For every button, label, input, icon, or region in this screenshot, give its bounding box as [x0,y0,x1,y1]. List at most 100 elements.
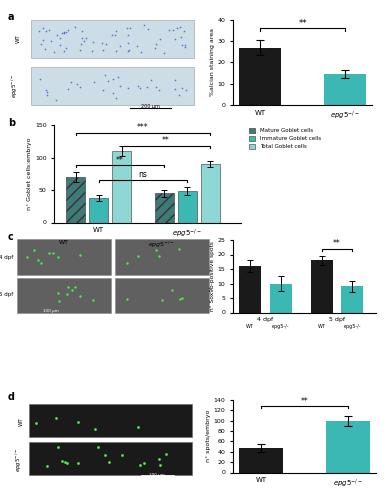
Text: **: ** [298,19,307,28]
Bar [239,48,281,105]
Point [79,27,85,35]
Point [69,286,75,294]
Point [99,39,105,47]
Text: 4 dpf: 4 dpf [0,255,14,260]
Point [182,40,188,48]
Y-axis label: n° Goblet cells:embryo: n° Goblet cells:embryo [27,138,32,210]
Point [137,84,143,92]
Point [109,88,116,96]
Bar [270,284,292,312]
Point [156,86,162,94]
Point [55,254,61,262]
Point [46,249,52,257]
Point [163,450,169,458]
Point [43,86,49,94]
Bar [66,177,85,222]
Text: 200 μm: 200 μm [140,104,159,109]
Point [112,31,118,39]
Point [169,286,175,294]
Y-axis label: %alcian staining area: %alcian staining area [210,28,215,96]
Bar [239,266,261,312]
Text: $epg5^{-/-}$: $epg5^{-/-}$ [147,240,175,250]
Point [152,82,159,90]
Text: 5 dpf: 5 dpf [0,292,14,298]
Point [166,26,172,34]
Point [181,27,187,35]
Point [54,31,60,39]
Text: $epg5^{-/-}$: $epg5^{-/-}$ [10,74,20,98]
Bar [324,74,366,105]
Point [153,246,159,254]
Bar [341,286,364,312]
Point [116,42,123,50]
Point [141,21,147,29]
Point [113,47,120,55]
Point [44,88,50,96]
Text: 200 μm: 200 μm [149,472,165,476]
Point [174,24,180,32]
FancyBboxPatch shape [116,240,209,275]
Text: WT: WT [19,418,24,426]
Point [102,70,108,78]
Point [135,252,142,260]
Point [44,90,50,98]
Text: $epg5^{-/-}$: $epg5^{-/-}$ [14,448,24,471]
Point [175,245,182,253]
Point [48,37,54,45]
Point [38,40,44,48]
Point [153,40,159,48]
Point [57,41,63,49]
Point [100,46,106,54]
Point [61,28,67,36]
FancyBboxPatch shape [31,67,194,106]
Point [183,86,189,94]
Bar [154,193,174,222]
Point [36,76,43,84]
Point [62,458,68,466]
Point [156,456,162,464]
Point [92,425,98,433]
Point [137,461,143,469]
Bar [89,198,108,222]
Point [36,27,42,35]
Point [90,296,96,304]
Point [157,460,163,468]
Point [119,451,125,459]
Point [125,84,131,92]
Point [53,414,59,422]
Point [80,38,87,46]
Point [64,290,71,298]
Point [44,462,50,469]
Point [161,49,167,57]
Point [77,292,83,300]
Text: WT: WT [318,324,326,329]
Point [123,260,130,268]
Point [83,34,89,42]
Point [125,39,131,47]
Text: WT: WT [59,240,69,245]
Text: WT: WT [16,34,20,43]
Point [145,26,151,34]
FancyBboxPatch shape [17,240,111,275]
Point [80,34,86,42]
Point [182,44,188,52]
Point [100,86,106,94]
Point [177,22,183,30]
FancyBboxPatch shape [116,278,209,314]
Text: ns: ns [139,170,147,179]
Text: 100 μm: 100 μm [43,310,58,314]
Point [91,78,97,86]
Point [170,26,176,34]
Text: ***: *** [137,123,149,132]
Point [40,24,46,32]
Point [115,72,121,80]
Point [77,46,83,54]
Point [72,284,78,292]
Point [56,296,62,304]
Point [144,83,150,91]
Text: **: ** [116,156,124,164]
Y-axis label: n° Sox9b-positive spots: n° Sox9b-positive spots [210,242,215,311]
Point [109,31,115,39]
Legend: Mature Goblet cells, Immature Goblet cells, Total Goblet cells: Mature Goblet cells, Immature Goblet cel… [247,126,323,152]
Point [178,84,185,92]
